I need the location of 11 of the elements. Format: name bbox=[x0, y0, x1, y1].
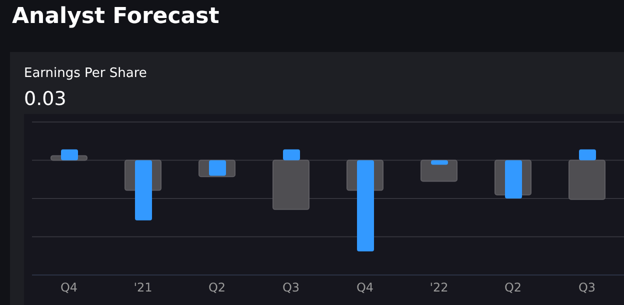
x-tick-label: Q3 bbox=[282, 280, 300, 295]
chart-subtitle: Earnings Per Share bbox=[24, 66, 147, 81]
x-tick-label: '22 bbox=[430, 280, 448, 295]
x-tick-label: '21 bbox=[134, 280, 152, 295]
chart-title: Analyst Forecast bbox=[12, 4, 220, 29]
x-tick-label: Q2 bbox=[208, 280, 226, 295]
x-tick-label: Q4 bbox=[60, 280, 78, 295]
x-tick-label: Q4 bbox=[356, 280, 374, 295]
x-tick-label: Q3 bbox=[578, 280, 596, 295]
x-tick-label: Q2 bbox=[504, 280, 522, 295]
text: 0.03 bbox=[24, 88, 66, 110]
